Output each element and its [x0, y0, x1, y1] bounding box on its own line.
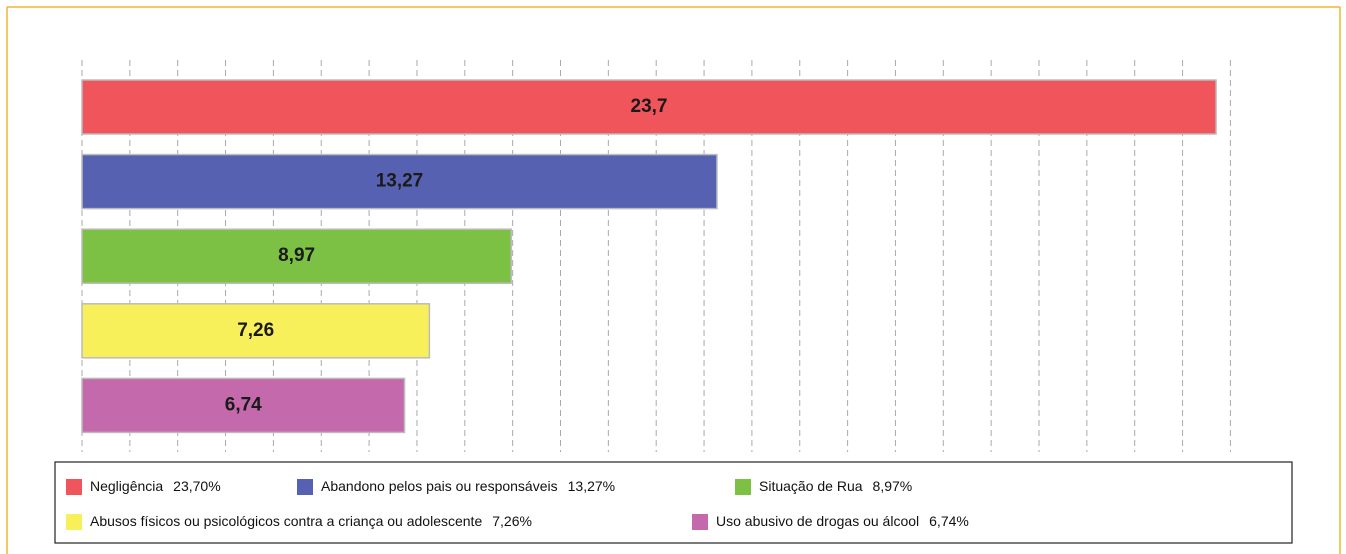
legend-box	[54, 461, 1293, 544]
legend-value: 7,26%	[492, 513, 532, 529]
legend-value: 8,97%	[873, 478, 913, 494]
legend-label: Abandono pelos pais ou responsáveis 13,27…	[321, 478, 615, 494]
legend-swatch	[735, 479, 751, 495]
value-label: 13,27	[376, 171, 424, 192]
value-label: 23,7	[631, 96, 668, 117]
legend-swatch	[297, 479, 313, 495]
legend-label: Abusos físicos ou psicológicos contra a …	[90, 513, 532, 529]
legend-label: Situação de Rua 8,97%	[759, 478, 912, 494]
legend-value: 13,27%	[568, 478, 615, 494]
legend-name: Negligência	[90, 478, 163, 494]
legend-name: Abusos físicos ou psicológicos contra a …	[90, 513, 482, 529]
legend-name: Uso abusivo de drogas ou álcool	[716, 513, 919, 529]
bar	[81, 228, 512, 284]
legend-value: 6,74%	[929, 513, 969, 529]
value-label: 8,97	[278, 245, 315, 266]
bar	[81, 79, 1217, 135]
legend-value: 23,70%	[173, 478, 220, 494]
legend-name: Situação de Rua	[759, 478, 863, 494]
bar	[81, 377, 406, 434]
legend-swatch	[692, 514, 708, 530]
legend-swatch	[66, 514, 82, 530]
legend-swatch	[66, 479, 82, 495]
bar	[81, 303, 431, 359]
value-label: 7,26	[237, 320, 274, 341]
legend-name: Abandono pelos pais ou responsáveis	[321, 478, 558, 494]
legend-label: Uso abusivo de drogas ou álcool 6,74%	[716, 513, 969, 529]
value-label: 6,74	[225, 394, 262, 415]
legend-label: Negligência 23,70%	[90, 478, 221, 494]
bar	[81, 153, 718, 210]
